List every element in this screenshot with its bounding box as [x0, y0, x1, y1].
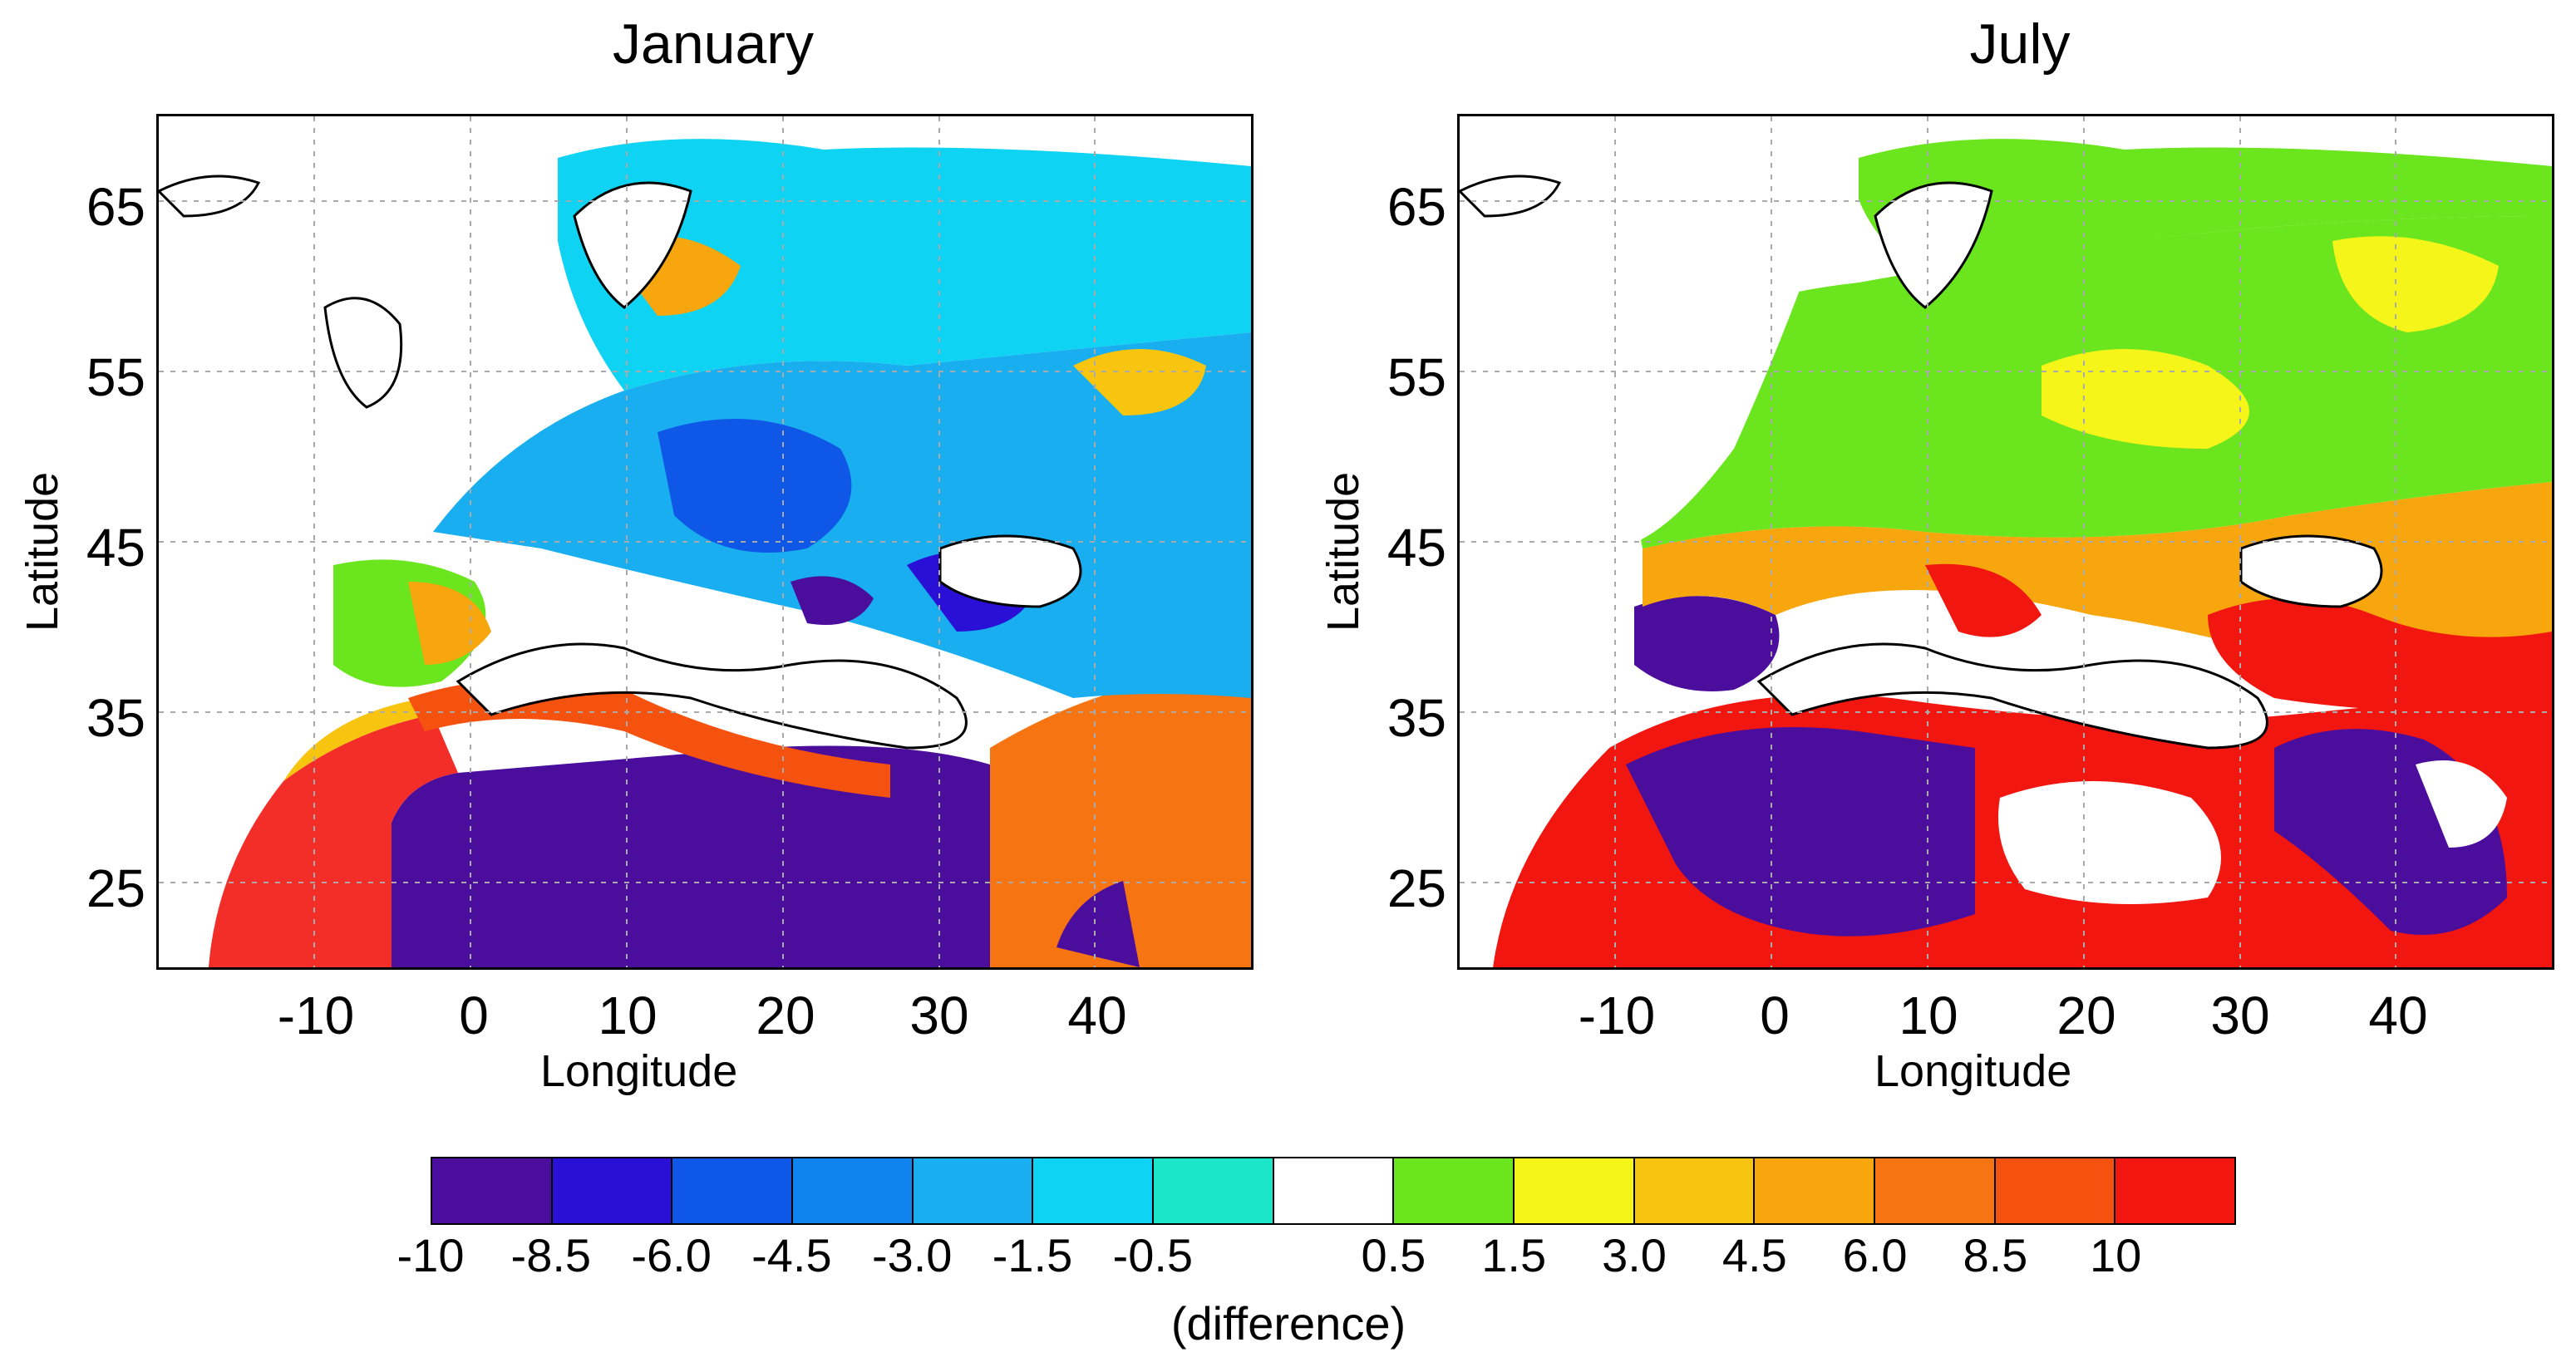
colorbar-cell-2	[672, 1158, 794, 1223]
colorbar	[431, 1157, 2236, 1225]
ylabel-jan: Latitude	[17, 471, 67, 632]
ytick-45-jan: 45	[86, 518, 145, 578]
xtick-10-jan: 10	[598, 986, 658, 1045]
sea-mediterranean-jul	[1756, 642, 2268, 750]
ytick-25-jul: 25	[1387, 858, 1446, 918]
region-italy-jul	[1925, 563, 2042, 637]
xtick-0-jul: 0	[1760, 986, 1790, 1045]
ytick-55-jan: 55	[86, 347, 145, 407]
xtick-30-jan: 30	[909, 986, 969, 1045]
region-n-africa-coast-jan	[408, 679, 890, 798]
ytick-25-jan: 25	[86, 858, 145, 918]
island-britain-jan	[323, 297, 403, 409]
map-canvas-july	[1460, 116, 2552, 967]
map-july	[1457, 114, 2554, 970]
xtick-neg10-jan: -10	[277, 986, 355, 1045]
region-turkey-red-jul	[2208, 598, 2552, 715]
colorbar-tick-9: 3.0	[1602, 1229, 1667, 1281]
colorbar-tick-2: -6.0	[631, 1229, 712, 1281]
colorbar-tick-11: 6.0	[1842, 1229, 1908, 1281]
colorbar-cell-14	[2115, 1158, 2235, 1223]
colorbar-tick-12: 8.5	[1963, 1229, 2028, 1281]
xtick-40-jul: 40	[2368, 986, 2428, 1045]
xtick-10-jul: 10	[1899, 986, 1958, 1045]
panel-title-january: January	[613, 12, 814, 76]
region-poland-yellow-jul	[2042, 349, 2249, 449]
panel-title-july: July	[1969, 12, 2071, 76]
ocean-atlantic-jul	[1460, 116, 1859, 548]
sea-black-jul	[2239, 534, 2383, 608]
colorbar-cell-5	[1033, 1158, 1155, 1223]
colorbar-cell-0	[432, 1158, 553, 1223]
xtick-0-jan: 0	[459, 986, 489, 1045]
colorbar-cells	[431, 1157, 2236, 1225]
colorbar-tick-7: 0.5	[1361, 1229, 1426, 1281]
xtick-neg10-jul: -10	[1578, 986, 1656, 1045]
colorbar-cell-4	[913, 1158, 1034, 1223]
gridlines-jul	[1460, 116, 2552, 967]
island-iceland-jul	[1460, 175, 1562, 218]
region-east-europe-dark-jan	[658, 419, 852, 553]
ytick-45-jul: 45	[1387, 518, 1446, 578]
region-balkan-dark-jan	[791, 576, 874, 625]
region-russia-yellow-jul	[2332, 236, 2499, 332]
region-arabia-white-jul	[2416, 760, 2507, 848]
xlabel-jan: Longitude	[540, 1046, 738, 1096]
region-sahel-jan	[283, 698, 433, 781]
colorbar-tick-6: -0.5	[1112, 1229, 1194, 1281]
ytick-65-jul: 65	[1387, 177, 1446, 237]
region-sahara-white-jul	[1998, 781, 2221, 904]
colorbar-tick-1: -8.5	[510, 1229, 592, 1281]
sea-baltic-jul	[1874, 181, 1993, 309]
region-w-africa-jan	[209, 715, 458, 967]
january-panel: January	[0, 0, 1297, 1114]
xtick-40-jan: 40	[1067, 986, 1127, 1045]
colorbar-tick-0: -10	[396, 1229, 465, 1281]
map-canvas-january	[159, 116, 1251, 967]
xtick-20-jan: 20	[756, 986, 815, 1045]
colorbar-tick-3: -4.5	[751, 1229, 832, 1281]
sea-baltic-jan	[573, 181, 692, 309]
colorbar-cell-1	[552, 1158, 673, 1223]
colorbar-cell-3	[793, 1158, 914, 1223]
colorbar-caption: (difference)	[1170, 1297, 1406, 1350]
gridlines-jan	[159, 116, 1251, 967]
region-middle-east-jan	[990, 681, 1251, 967]
colorbar-tick-4: -3.0	[871, 1229, 953, 1281]
colorbar-cell-6	[1154, 1158, 1274, 1223]
map-january	[156, 114, 1254, 970]
ytick-65-jan: 65	[86, 177, 145, 237]
island-iceland-jan	[159, 175, 261, 218]
xtick-30-jul: 30	[2210, 986, 2270, 1045]
colorbar-cell-11	[1755, 1158, 1876, 1223]
colorbar-cell-12	[1875, 1158, 1996, 1223]
colorbar-cell-7	[1273, 1158, 1395, 1223]
ylabel-jul: Latitude	[1318, 471, 1368, 632]
sea-mediterranean-jan	[456, 642, 968, 750]
colorbar-cell-9	[1515, 1158, 1635, 1223]
xtick-20-jul: 20	[2056, 986, 2116, 1045]
colorbar-tick-5: -1.5	[992, 1229, 1073, 1281]
ytick-35-jan: 35	[86, 688, 145, 748]
region-sahara-purple-jul	[1626, 727, 1975, 937]
sea-black-jan	[938, 534, 1082, 608]
colorbar-tick-10: 4.5	[1721, 1229, 1787, 1281]
colorbar-cell-10	[1634, 1158, 1756, 1223]
ytick-55-jul: 55	[1387, 347, 1446, 407]
colorbar-tick-13: 10	[2090, 1229, 2142, 1281]
region-iberia-jul	[1634, 596, 1780, 691]
xlabel-jul: Longitude	[1874, 1046, 2072, 1096]
region-russia-warm-jan	[1073, 349, 1206, 416]
colorbar-cell-8	[1394, 1158, 1515, 1223]
region-scandinavia-jul	[1859, 139, 2552, 283]
region-arabia-jan	[1057, 881, 1140, 967]
ytick-35-jul: 35	[1387, 688, 1446, 748]
region-sahara-jan	[392, 745, 990, 967]
ocean-atlantic-south-jul	[1460, 731, 1609, 967]
colorbar-cell-13	[1995, 1158, 2116, 1223]
colorbar-tick-8: 1.5	[1481, 1229, 1547, 1281]
july-panel: July	[1297, 0, 2576, 1114]
